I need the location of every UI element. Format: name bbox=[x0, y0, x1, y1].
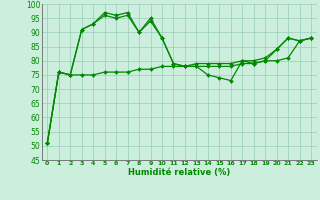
X-axis label: Humidité relative (%): Humidité relative (%) bbox=[128, 168, 230, 177]
